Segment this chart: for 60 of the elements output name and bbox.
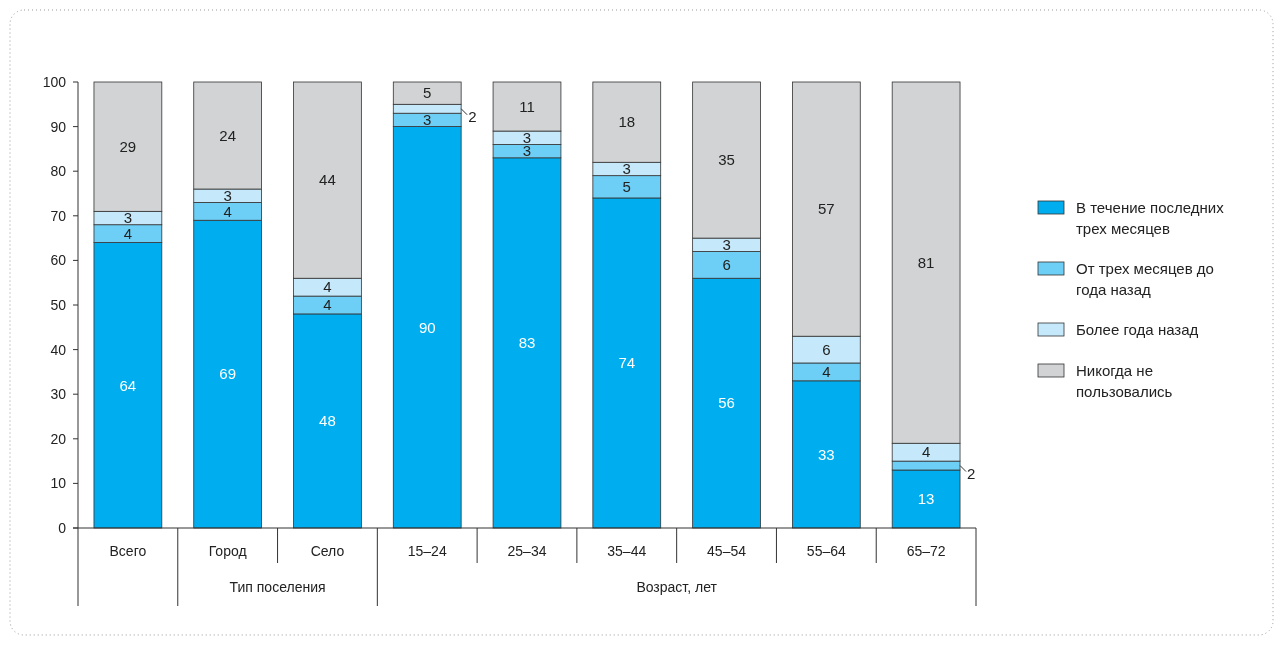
data-label: 44 xyxy=(319,171,336,189)
text: Возраст, лет xyxy=(636,579,718,595)
x-tick-label: 25–34 xyxy=(507,543,547,559)
y-tick-label: 80 xyxy=(50,163,67,180)
y-tick-label: 0 xyxy=(58,519,67,536)
data-label: 81 xyxy=(917,253,935,271)
data-label: 2 xyxy=(967,464,976,482)
data-label: 2 xyxy=(468,108,477,126)
legend-label: Более года назад xyxy=(1076,321,1199,339)
data-label: 4 xyxy=(323,278,332,296)
y-tick-label: 100 xyxy=(42,73,67,90)
y-tick-label: 40 xyxy=(50,341,67,358)
x-tick-label: 55–64 xyxy=(806,543,847,559)
y-tick-label: 20 xyxy=(50,430,67,447)
data-label: 6 xyxy=(722,256,731,274)
data-label: 4 xyxy=(822,363,831,381)
data-label: 6 xyxy=(822,340,831,358)
data-label: 57 xyxy=(817,200,835,218)
x-tick-label: 15–24 xyxy=(407,543,447,559)
data-label: 18 xyxy=(618,113,636,131)
data-label: 83 xyxy=(518,334,536,352)
data-label: 35 xyxy=(718,151,735,169)
y-tick-label: 10 xyxy=(50,475,67,492)
y-tick-label: 90 xyxy=(50,118,67,135)
x-tick-label: 35–44 xyxy=(607,543,647,559)
data-label: 3 xyxy=(423,111,432,129)
y-tick-label: 30 xyxy=(50,386,67,403)
x-tick-label: 65–72 xyxy=(906,543,946,559)
data-label: 5 xyxy=(423,84,432,102)
x-tick-label: Село xyxy=(310,543,345,559)
x-tick-label: 45–54 xyxy=(707,543,747,559)
text: Тип поселения xyxy=(229,579,326,595)
data-label: 29 xyxy=(119,137,137,155)
data-label: 90 xyxy=(418,318,436,336)
data-label: 11 xyxy=(519,97,535,115)
data-label: 74 xyxy=(618,354,636,372)
data-label: 24 xyxy=(219,126,237,144)
data-label: 4 xyxy=(323,296,332,314)
data-label: 33 xyxy=(817,445,835,463)
data-label: 56 xyxy=(718,394,735,412)
y-tick-label: 50 xyxy=(50,296,67,313)
data-label: 5 xyxy=(622,178,631,196)
x-tick-label: Город xyxy=(208,543,247,559)
data-label: 3 xyxy=(223,186,232,204)
data-label: 3 xyxy=(123,209,133,227)
data-label: 4 xyxy=(223,202,232,220)
y-tick-label: 70 xyxy=(50,207,67,224)
data-label: 3 xyxy=(722,236,731,254)
legend-label: Никогда не пользовались xyxy=(1076,362,1173,401)
y-tick-label: 60 xyxy=(50,252,67,269)
data-label: 48 xyxy=(319,412,336,430)
data-label: 4 xyxy=(921,443,931,461)
data-label: 64 xyxy=(119,376,137,394)
data-label: 13 xyxy=(917,490,935,508)
data-label: 69 xyxy=(219,365,237,383)
data-label: 4 xyxy=(123,224,133,242)
data-label: 3 xyxy=(622,160,631,178)
legend-label: В течение последних трех месяцев xyxy=(1076,199,1225,238)
x-tick-label: Всего xyxy=(109,543,147,559)
legend-label: От трех месяцев до года назад xyxy=(1076,260,1214,299)
